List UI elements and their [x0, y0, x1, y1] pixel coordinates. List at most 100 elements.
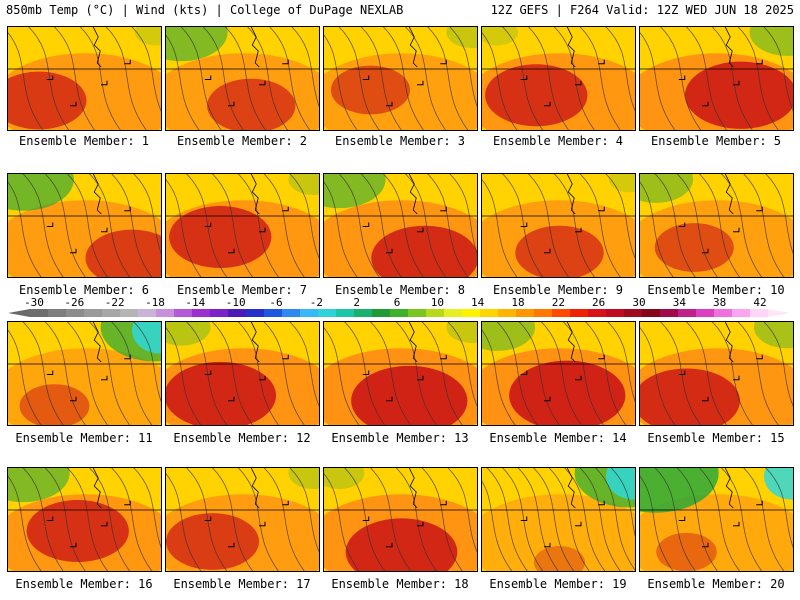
temperature-map — [324, 468, 477, 571]
contour-line — [482, 329, 516, 425]
coastline — [724, 322, 734, 363]
coastline — [250, 174, 260, 215]
temperature-map — [166, 468, 319, 571]
temperature-map — [482, 174, 635, 277]
temperature-map — [166, 322, 319, 425]
colorbar-swatch — [408, 309, 426, 317]
hot-core-region — [533, 545, 586, 571]
colorbar-tick-label: 34 — [672, 296, 686, 309]
wind-barb — [70, 542, 77, 548]
contour-line — [237, 468, 280, 571]
ensemble-map-panel — [481, 173, 636, 278]
colorbar-swatch — [174, 309, 192, 317]
contour-line — [338, 27, 380, 130]
cool-region — [446, 322, 477, 343]
colorbar-tick-label: -30 — [24, 296, 44, 309]
contour-line — [660, 322, 702, 425]
contour-line — [765, 468, 793, 548]
contour-line — [324, 181, 358, 277]
ensemble-map-panel — [323, 173, 478, 278]
hot-core-region — [640, 368, 740, 425]
contour-line — [654, 174, 696, 277]
coastline — [250, 27, 260, 68]
contour-line — [111, 174, 153, 277]
colorbar-high-arrow — [768, 309, 790, 317]
wind-barb — [70, 101, 77, 107]
colorbar-swatch — [732, 309, 750, 317]
member-caption: Ensemble Member: 20 — [647, 577, 785, 591]
wind-barb — [46, 222, 54, 227]
colorbar-low-arrow — [8, 309, 30, 317]
member-caption: Ensemble Member: 12 — [173, 431, 311, 445]
contour-line — [553, 27, 596, 130]
contour-line — [131, 27, 161, 112]
temperature-map — [482, 468, 635, 571]
ensemble-map-panel — [165, 467, 320, 572]
hot-core-region — [684, 61, 793, 129]
wind-barb — [520, 75, 528, 80]
wind-barb — [101, 227, 108, 233]
contour-line — [579, 27, 621, 130]
contour-line — [502, 468, 544, 571]
temperature-map — [8, 468, 161, 571]
warm-region — [482, 494, 635, 571]
contour-line — [224, 27, 267, 130]
contour-line — [605, 27, 635, 112]
cool-region — [753, 322, 793, 349]
wind-barb — [417, 521, 424, 527]
contour-line — [133, 174, 161, 254]
colorbar-tick-label: -26 — [64, 296, 85, 309]
wind-barb — [362, 75, 370, 80]
ensemble-map-panel — [7, 173, 162, 278]
contour-line — [427, 27, 469, 130]
colorbar-swatch — [462, 309, 480, 317]
wind-barb — [702, 542, 709, 548]
colorbar-tick-label: 2 — [353, 296, 360, 309]
wind-barb — [228, 396, 235, 402]
wind-barb — [282, 206, 289, 212]
wind-barb — [101, 375, 108, 381]
contour-line — [579, 174, 621, 277]
colorbar-swatch — [678, 309, 696, 317]
wind-barb — [598, 354, 605, 360]
contour-line — [527, 27, 570, 130]
model-valid-time: 12Z GEFS | F264 Valid: 12Z WED JUN 18 20… — [490, 3, 794, 17]
contour-line — [237, 174, 280, 277]
contour-line — [404, 174, 447, 277]
contour-line — [22, 468, 64, 571]
colorbar-swatch — [552, 309, 570, 317]
contour-line — [737, 27, 779, 130]
coastline — [250, 322, 260, 363]
hot-core-region — [330, 65, 411, 115]
colorbar-tick-label: 42 — [753, 296, 767, 309]
contour-line — [482, 480, 513, 571]
member-caption: Ensemble Member: 15 — [647, 431, 785, 445]
member-caption: Ensemble Member: 3 — [334, 134, 466, 148]
temperature-map — [482, 27, 635, 130]
wind-barb — [259, 80, 266, 86]
colorbar — [30, 309, 768, 317]
contour-line — [640, 181, 674, 277]
contour-line — [518, 322, 560, 425]
cool-region — [608, 174, 635, 193]
coastline — [566, 27, 576, 68]
wind-barb — [733, 521, 740, 527]
contour-line — [44, 322, 86, 425]
colorbar-tick-label: -18 — [145, 296, 165, 309]
contour-line — [610, 468, 635, 538]
wind-barb — [386, 542, 393, 548]
contour-line — [595, 468, 635, 571]
contour-line — [421, 322, 463, 425]
wind-barb — [733, 375, 740, 381]
temperature-map — [8, 27, 161, 130]
contour-line — [382, 174, 425, 277]
contour-line — [382, 27, 425, 130]
contour-line — [579, 468, 621, 571]
colorbar-swatch — [588, 309, 606, 317]
colorbar-swatch — [336, 309, 354, 317]
cold-region — [132, 322, 161, 354]
wind-barb — [70, 248, 77, 254]
coastline — [92, 322, 102, 363]
wind-barb — [440, 500, 447, 506]
colorbar-swatch — [156, 309, 174, 317]
